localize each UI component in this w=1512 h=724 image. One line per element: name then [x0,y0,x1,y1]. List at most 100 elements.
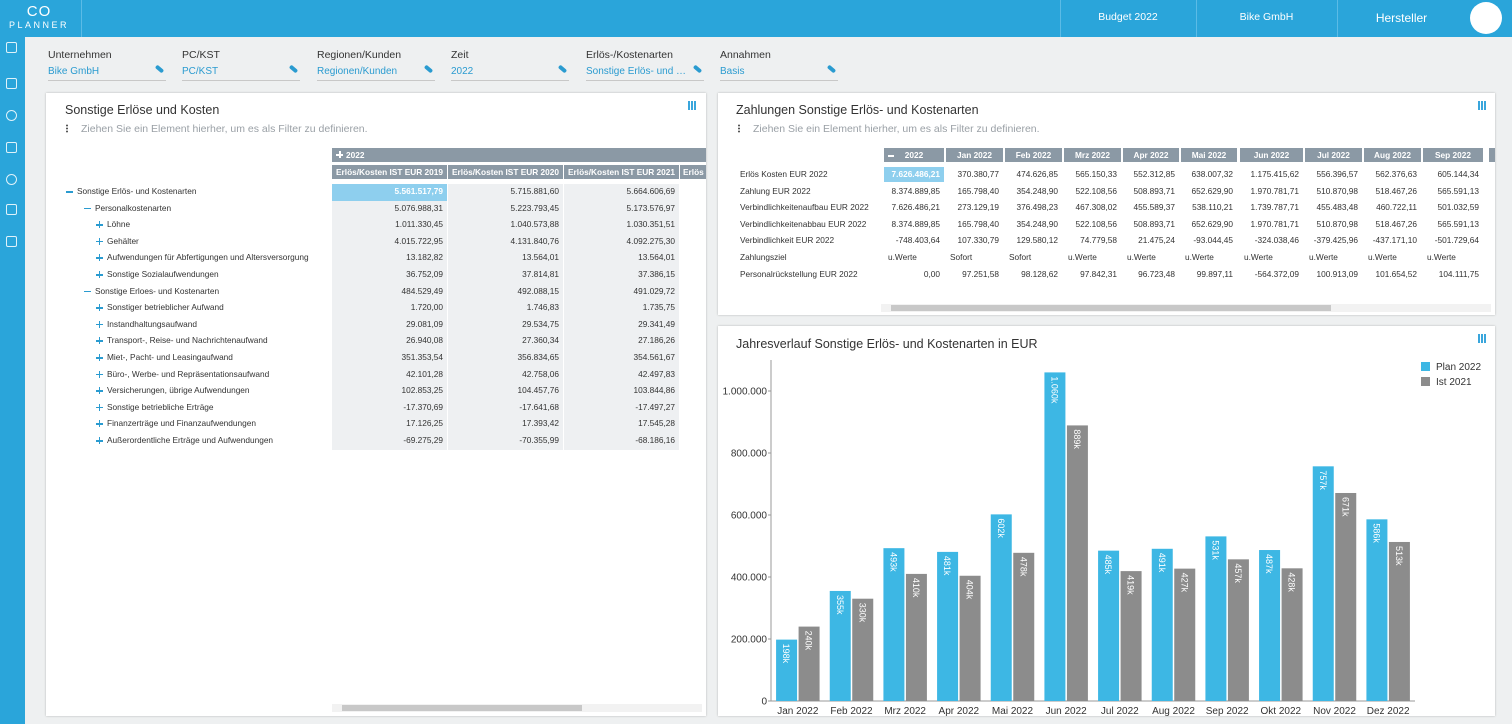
cell: 13.564,01 [448,250,563,267]
bar-value-label: 478k [1018,557,1028,577]
cell: 0,00 [884,267,944,282]
expander[interactable] [99,221,101,228]
cell: 1.739.787,71 [1240,200,1303,215]
column-header: Apr 2022 [1123,148,1179,162]
filter-icon[interactable] [693,65,702,74]
panel-title: Sonstige Erlöse und Kosten [65,103,219,117]
filter-icon[interactable] [289,65,298,74]
expander[interactable] [99,354,101,361]
y-tick-label: 400.000 [731,573,768,584]
row-label: Sonstige Erloes- und Kostenarten [95,284,219,299]
expander[interactable] [339,151,341,158]
expander[interactable] [99,337,101,344]
expander[interactable] [99,437,101,444]
cell: 491.029,72 [564,284,679,301]
column-header: Jan 2022 [946,148,1003,162]
bar-value-label: 481k [942,556,952,576]
side-icon[interactable] [6,78,17,89]
cell: -70.355,99 [448,433,563,450]
expander[interactable] [84,208,91,210]
cell: 37.814,81 [448,267,563,284]
scrollbar[interactable] [332,704,702,712]
row-label: Verbindlichkeit EUR 2022 [740,233,834,248]
bar-value-label: 757k [1318,470,1328,490]
filter-icon[interactable] [827,65,836,74]
bar [1366,519,1387,701]
bar-value-label: 586k [1371,523,1381,543]
cell: 104.111,75 [1423,267,1483,282]
header-tab[interactable]: Hersteller [1337,11,1466,25]
cell: 17.393,42 [448,416,563,433]
filter-value[interactable]: Regionen/Kunden [317,66,417,77]
expander[interactable] [66,191,73,193]
filter-underline [317,80,435,81]
panel-menu[interactable] [1478,101,1487,110]
filter-value[interactable]: 2022 [451,66,551,77]
bar [1389,542,1410,701]
expander[interactable] [99,254,101,261]
bar-value-label: 428k [1287,572,1297,592]
cell: -501.729,64 [1423,233,1483,248]
row-label: Sonstige Erlös- und Kostenarten [77,184,196,199]
cell: 42.758,06 [448,367,563,384]
row-label: Sonstige Sozialaufwendungen [107,267,219,282]
row-label: Zahlung EUR 2022 [740,184,811,199]
bar [1205,536,1226,701]
expander[interactable] [99,238,101,245]
bar-value-label: 419k [1126,575,1136,595]
expander[interactable] [84,291,91,293]
y-tick-label: 800.000 [731,449,768,460]
side-icon[interactable] [6,174,17,185]
expander[interactable] [99,371,101,378]
side-icon[interactable] [6,204,17,215]
side-icon[interactable] [6,236,17,247]
cell: 522.108,56 [1064,217,1121,232]
filter-value[interactable]: Sonstige Erlös- und … [586,66,686,77]
x-tick-label: Jun 2022 [1046,706,1088,716]
cell: 17.126,25 [332,416,447,433]
scrollbar[interactable] [881,304,1491,312]
cell: 37.386,15 [564,267,679,284]
cell: 1.735,75 [564,300,679,317]
filter-label: Annahmen [720,49,771,61]
expander[interactable] [99,404,101,411]
column-header: Jun 2022 [1240,148,1303,162]
expander[interactable] [99,271,101,278]
filter-value[interactable]: Bike GmbH [48,66,148,77]
expander[interactable] [99,420,101,427]
expander[interactable] [99,321,101,328]
row-label: Personalrückstellung EUR 2022 [740,267,858,282]
drag-handle[interactable] [66,124,68,133]
header-tab[interactable]: Bike GmbH [1196,11,1337,23]
divider [81,0,82,37]
cell: 467.308,02 [1064,200,1121,215]
filter-value[interactable]: PC/KST [182,66,282,77]
filter-value[interactable]: Basis [720,66,820,77]
panel-menu[interactable] [688,101,697,110]
expander[interactable] [888,155,894,157]
x-tick-label: Jan 2022 [777,706,819,716]
filter-icon[interactable] [424,65,433,74]
cell: 492.088,15 [448,284,563,301]
filter-icon[interactable] [558,65,567,74]
side-icon[interactable] [6,42,17,53]
side-icon[interactable] [6,142,17,153]
legend-label: Ist 2021 [1436,377,1472,388]
avatar[interactable] [1470,2,1502,34]
row-label: Sonstige betriebliche Erträge [107,400,214,415]
cell: 165.798,40 [946,184,1003,199]
drag-handle[interactable] [738,124,740,133]
expander[interactable] [99,304,101,311]
cell: 5.664.606,69 [564,184,679,201]
cell: 508.893,71 [1123,217,1179,232]
cell: 518.467,26 [1364,217,1421,232]
side-icon[interactable] [6,110,17,121]
cell: Sofort [1005,250,1062,265]
header-tab[interactable]: Budget 2022 [1060,11,1196,23]
cell: 652.629,90 [1181,184,1237,199]
cell: 1.746,83 [448,300,563,317]
filter-icon[interactable] [155,65,164,74]
cell: 100.913,09 [1305,267,1362,282]
expander[interactable] [99,387,101,394]
filter-underline [720,80,838,81]
